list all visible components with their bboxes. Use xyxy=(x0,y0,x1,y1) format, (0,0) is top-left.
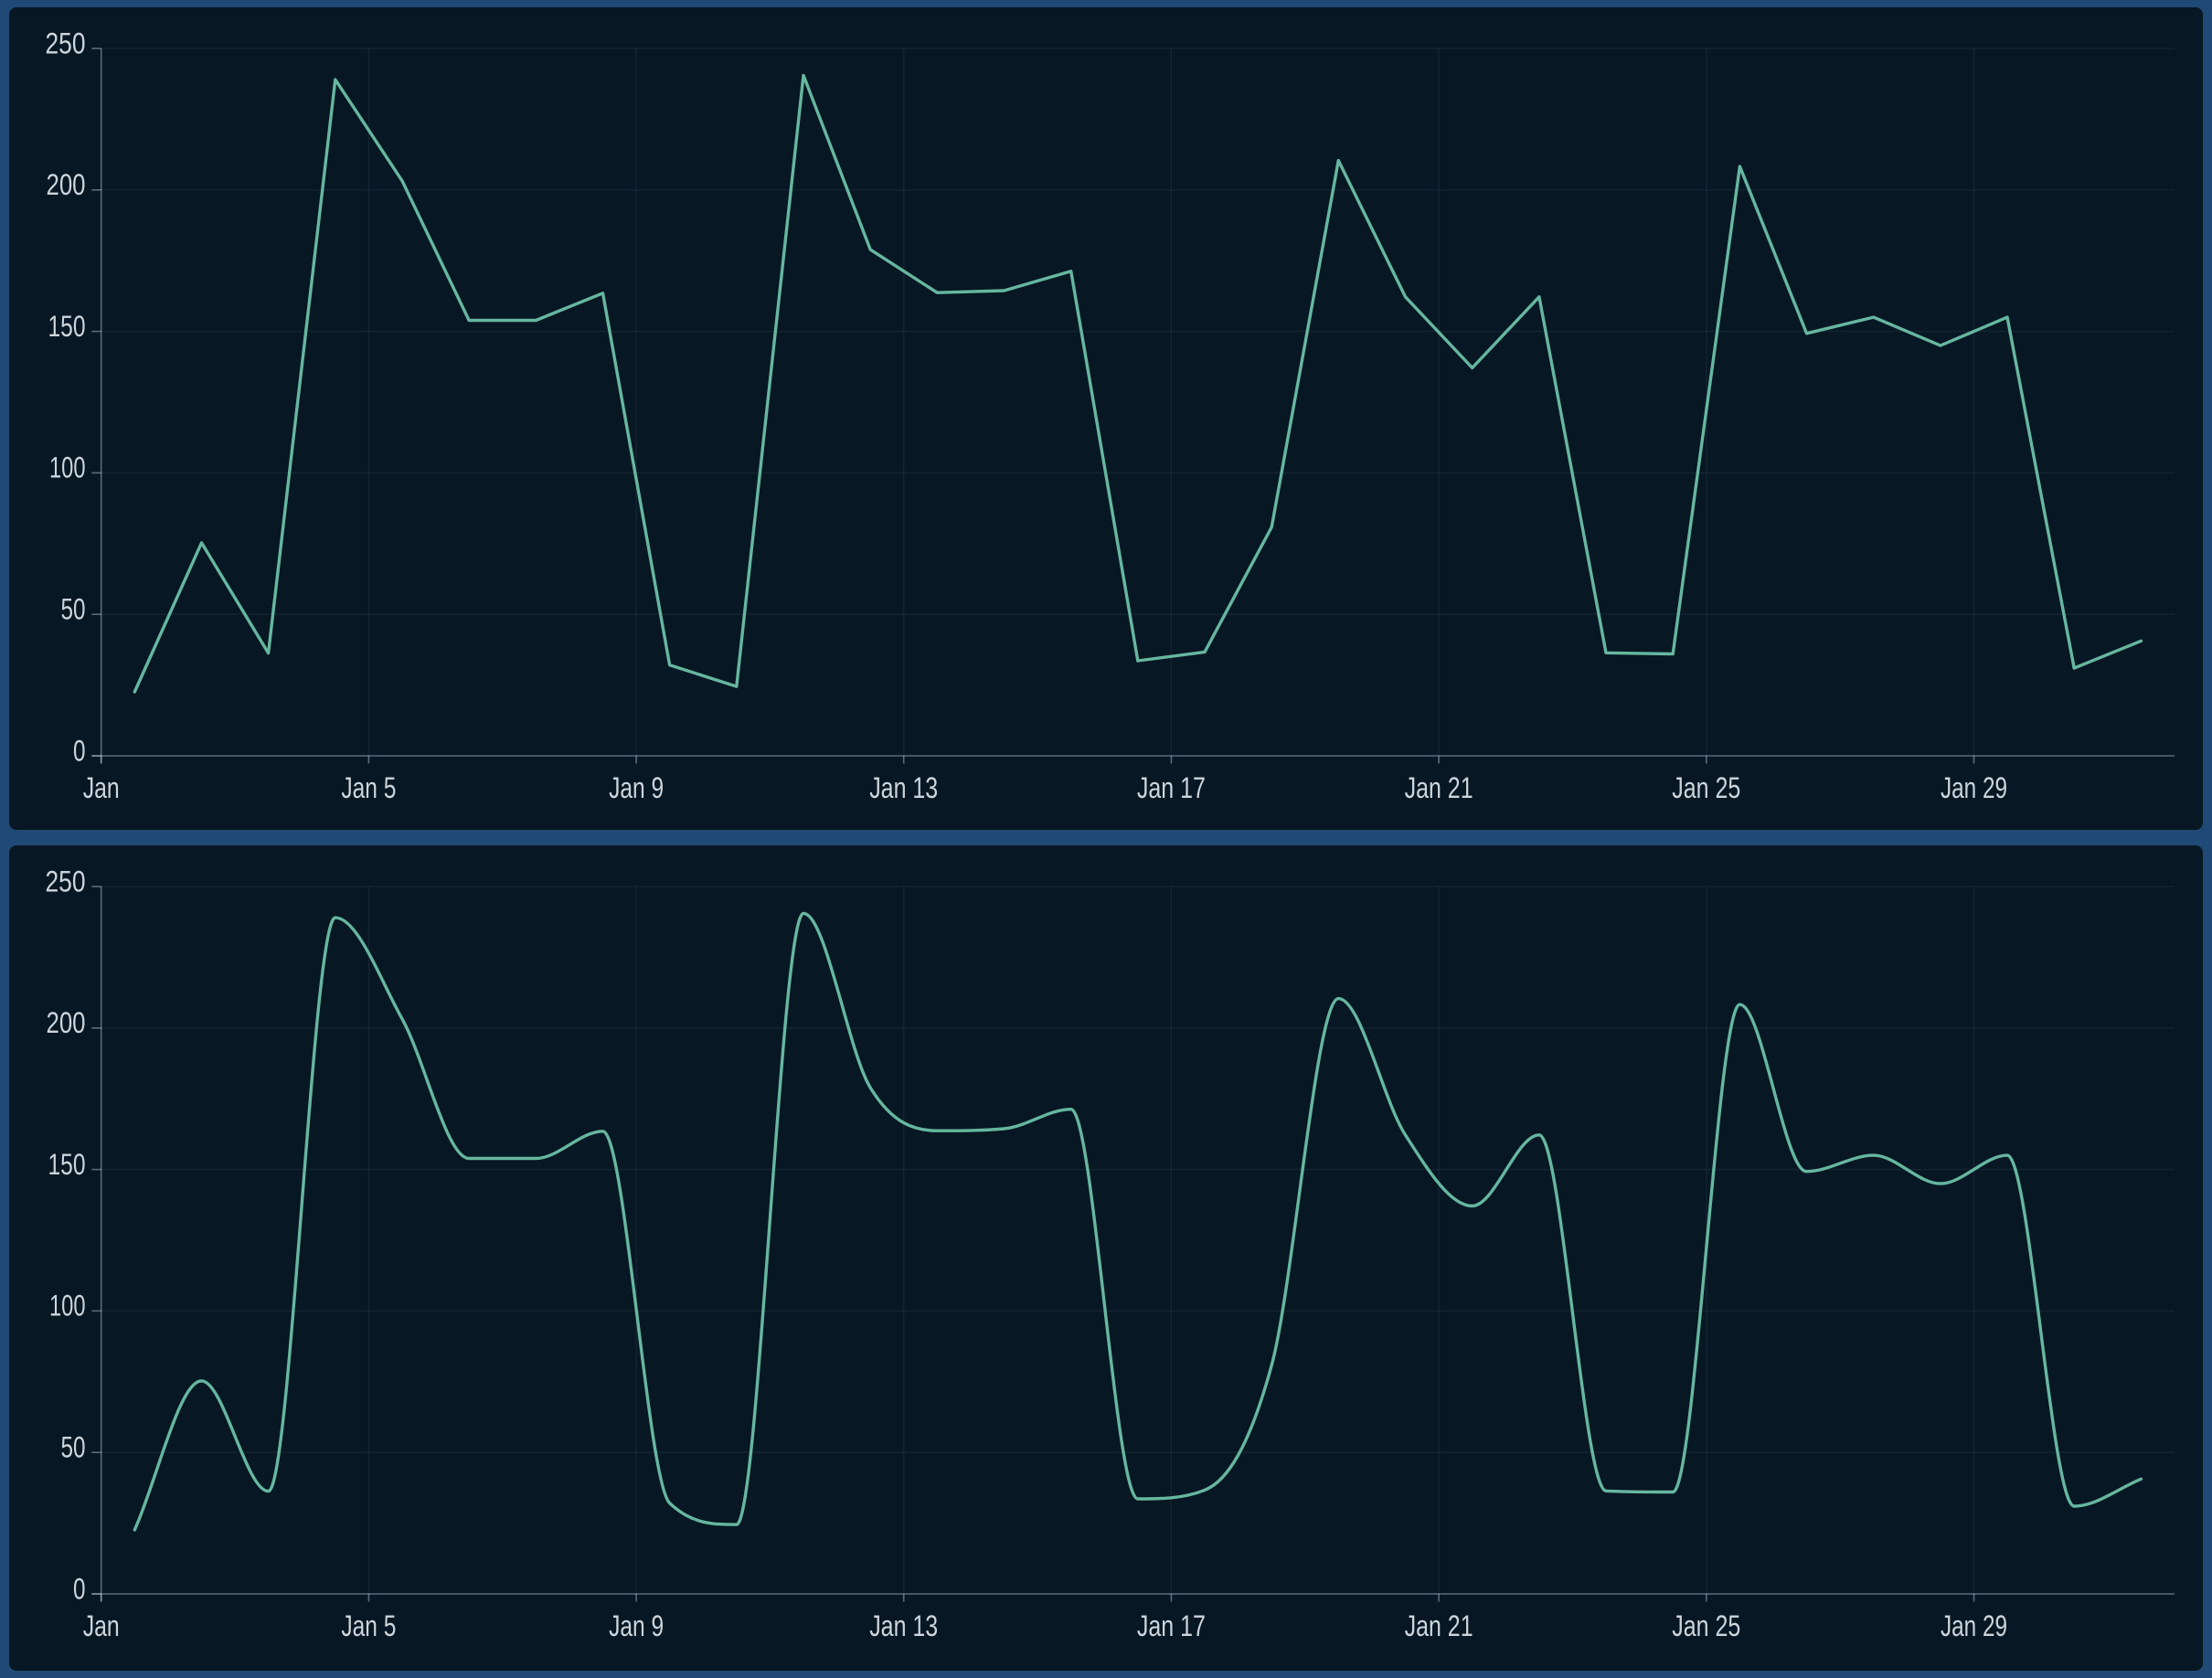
svg-text:Jan 25: Jan 25 xyxy=(1672,1609,1740,1642)
svg-text:150: 150 xyxy=(48,1148,86,1181)
svg-text:Jan 17: Jan 17 xyxy=(1137,1609,1206,1642)
svg-text:Jan 25: Jan 25 xyxy=(1672,771,1740,804)
svg-text:Jan 13: Jan 13 xyxy=(869,771,938,804)
svg-text:Jan: Jan xyxy=(83,1609,120,1642)
svg-text:Jan 13: Jan 13 xyxy=(869,1609,938,1642)
svg-text:200: 200 xyxy=(47,1006,86,1039)
svg-text:0: 0 xyxy=(73,734,86,767)
svg-text:Jan 21: Jan 21 xyxy=(1405,771,1473,804)
svg-text:Jan: Jan xyxy=(83,771,120,804)
svg-text:Jan 29: Jan 29 xyxy=(1941,1609,2007,1642)
svg-text:Jan 5: Jan 5 xyxy=(341,1609,396,1642)
svg-text:Jan 5: Jan 5 xyxy=(341,771,396,804)
svg-text:50: 50 xyxy=(61,1431,86,1464)
svg-text:Jan 21: Jan 21 xyxy=(1405,1609,1473,1642)
svg-text:250: 250 xyxy=(46,865,86,897)
svg-text:Jan 9: Jan 9 xyxy=(609,1609,664,1642)
svg-text:50: 50 xyxy=(61,593,86,626)
svg-text:0: 0 xyxy=(73,1572,86,1605)
svg-text:Jan 9: Jan 9 xyxy=(609,771,664,804)
svg-text:Jan 17: Jan 17 xyxy=(1137,771,1206,804)
svg-text:100: 100 xyxy=(49,451,86,484)
svg-text:150: 150 xyxy=(48,310,86,343)
svg-text:250: 250 xyxy=(46,27,86,59)
svg-text:200: 200 xyxy=(47,168,86,201)
svg-text:100: 100 xyxy=(49,1290,86,1322)
svg-text:Jan 29: Jan 29 xyxy=(1941,771,2007,804)
